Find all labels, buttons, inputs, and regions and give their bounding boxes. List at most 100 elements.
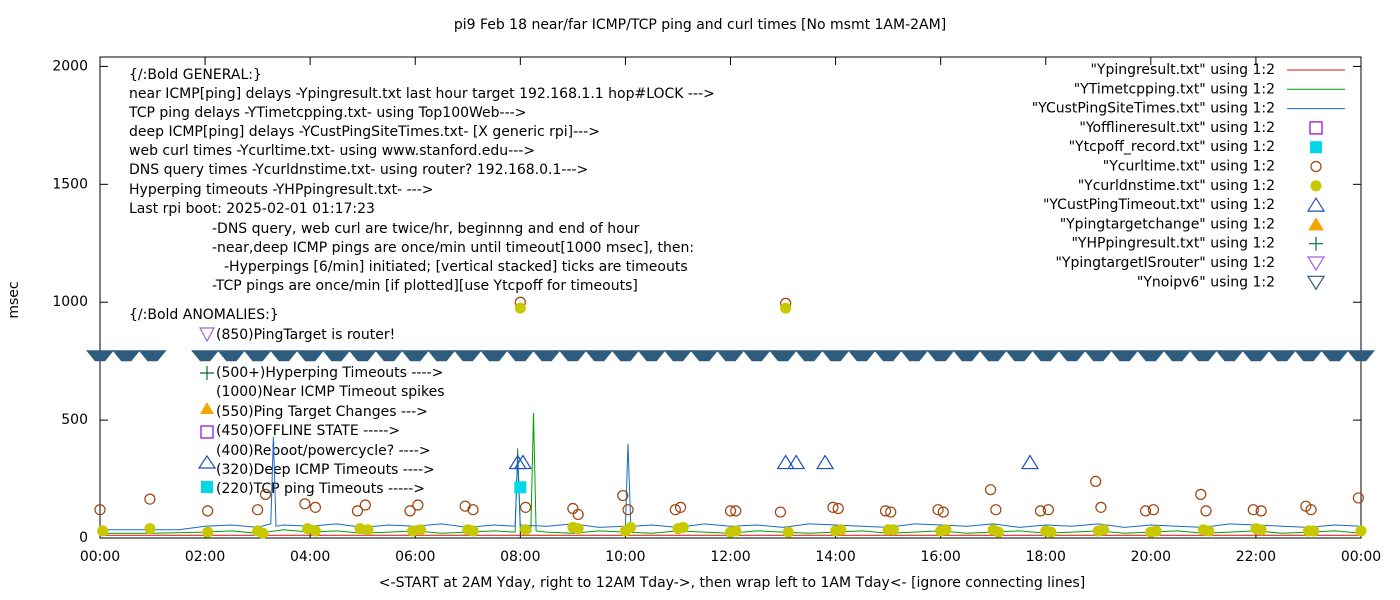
marker	[1034, 505, 1047, 517]
marker	[1139, 505, 1152, 517]
marker	[1163, 350, 1192, 362]
legend-label: "YHPpingresult.txt" using 1:2	[1071, 236, 1275, 252]
marker	[94, 504, 106, 516]
marker	[847, 350, 876, 362]
marker	[514, 302, 526, 314]
legend-swatch	[1309, 121, 1323, 135]
marker	[362, 524, 374, 536]
annotation: (850)PingTarget is router!	[216, 327, 395, 343]
x-tick-label: 18:00	[1026, 549, 1066, 565]
marker	[832, 502, 844, 515]
marker	[404, 505, 416, 517]
x-tick-label: 10:00	[605, 549, 645, 565]
marker	[1090, 475, 1102, 488]
marker	[1308, 525, 1320, 537]
marker	[669, 504, 681, 516]
marker	[427, 350, 456, 362]
x-tick-label: 20:00	[1131, 549, 1171, 565]
legend-swatch	[1308, 217, 1324, 231]
marker	[572, 508, 584, 521]
marker	[259, 488, 272, 500]
annotation: near ICMP[ping] delays -Ypingresult.txt …	[129, 86, 715, 102]
icon	[200, 402, 214, 414]
legend-swatch	[1306, 196, 1326, 212]
legend-swatch	[1310, 160, 1322, 173]
annotation: Hyperping timeouts -YHPpingresult.txt- -…	[129, 182, 434, 198]
marker	[937, 506, 949, 518]
x-tick-label: 00:00	[80, 549, 120, 565]
annotation: -DNS query, web curl are twice/hr, begin…	[212, 221, 640, 237]
marker	[663, 350, 692, 362]
marker	[926, 350, 955, 362]
marker	[374, 350, 403, 362]
annotation: DNS query times -Ycurldnstime.txt- using…	[129, 162, 588, 178]
icon	[197, 454, 217, 469]
marker	[992, 526, 1004, 538]
marker	[480, 350, 509, 362]
annotation: -Hyperpings [6/min] initiated; [vertical…	[224, 259, 688, 275]
marker	[1150, 525, 1162, 537]
marker	[1147, 504, 1160, 516]
marker	[821, 350, 850, 362]
marker	[1084, 350, 1113, 362]
marker	[415, 524, 427, 536]
x-tick-label: 06:00	[395, 549, 435, 565]
marker	[459, 500, 471, 512]
marker	[359, 499, 371, 511]
marker	[990, 504, 1002, 516]
marker	[513, 454, 533, 470]
marker	[252, 504, 264, 516]
annotation: (220)TCP ping Timeouts ----->	[216, 481, 425, 497]
annotation: (1000)Near ICMP Timeout spikes	[216, 384, 445, 400]
line	[100, 412, 1362, 534]
annotation: (550)Ping Target Changes --->	[216, 404, 428, 420]
y-tick-label: 1000	[52, 294, 88, 310]
x-tick-label: 22:00	[1236, 549, 1276, 565]
x-tick-label: 16:00	[920, 549, 960, 565]
marker	[520, 524, 532, 536]
y-tick-label: 500	[61, 412, 88, 428]
marker	[1203, 525, 1215, 537]
y-axis-label: msec	[6, 281, 22, 318]
x-tick-label: 02:00	[185, 549, 225, 565]
marker	[724, 505, 737, 517]
annotation: {/:Bold ANOMALIES:}	[129, 307, 279, 323]
marker	[1305, 504, 1317, 516]
marker	[296, 350, 325, 362]
x-tick-label: 08:00	[500, 549, 540, 565]
marker	[309, 525, 321, 537]
chart-title: pi9 Feb 18 near/far ICMP/TCP ping and cu…	[454, 17, 946, 33]
legend-label: "YCustPingSiteTimes.txt" using 1:2	[1032, 101, 1275, 117]
y-tick-label: 1500	[52, 176, 88, 192]
marker	[348, 350, 377, 362]
marker	[532, 350, 561, 362]
annotation-icons	[197, 327, 217, 493]
legend-label: "Ycurltime.txt" using 1:2	[1103, 159, 1275, 175]
marker	[1294, 350, 1323, 362]
marker	[780, 302, 792, 314]
marker	[1031, 350, 1060, 362]
marker	[835, 524, 847, 536]
marker	[97, 525, 109, 537]
marker	[217, 350, 246, 362]
icon	[201, 481, 213, 493]
marker	[885, 506, 897, 518]
legend-label: "Ypingtargetchange" using 1:2	[1060, 216, 1275, 232]
marker	[787, 454, 806, 470]
x-axis-label: <-START at 2AM Yday, right to 12AM Tday-…	[379, 575, 1085, 591]
marker	[769, 350, 798, 362]
marker	[269, 350, 298, 362]
marker	[1020, 454, 1040, 470]
annotation: (450)OFFLINE STATE ----->	[216, 423, 400, 439]
marker	[351, 505, 364, 517]
annotation: {/:Bold GENERAL:}	[129, 67, 262, 83]
x-tick-label: 00:00	[1341, 549, 1381, 565]
marker	[887, 524, 899, 536]
marker	[86, 350, 114, 362]
annotation: TCP ping delays -YTimetcpping.txt- using…	[128, 105, 526, 121]
marker	[243, 350, 272, 362]
marker	[572, 523, 584, 535]
y-tick-label: 0	[79, 530, 88, 546]
legend-label: "Ycurldnstime.txt" using 1:2	[1078, 178, 1275, 194]
